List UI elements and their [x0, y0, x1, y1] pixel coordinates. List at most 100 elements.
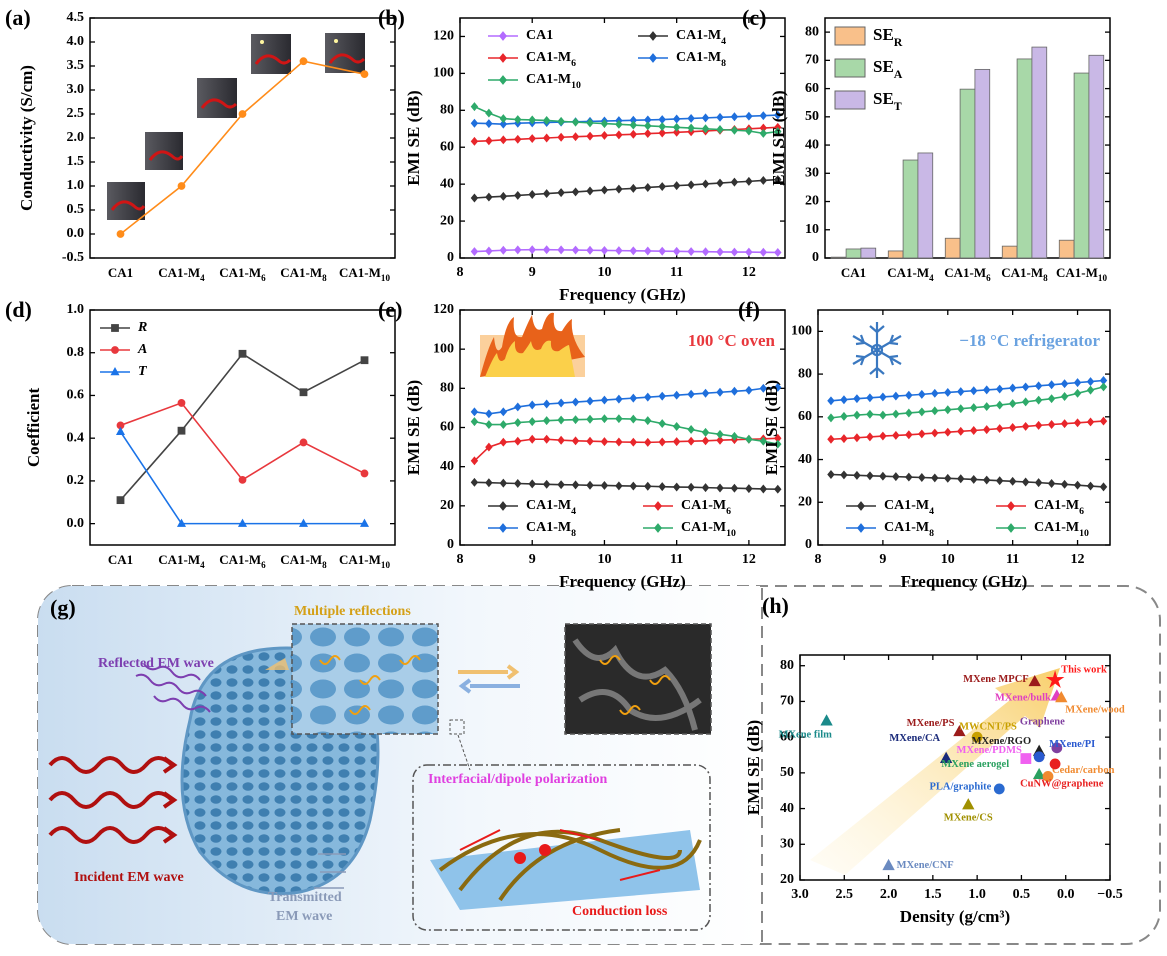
marker — [600, 119, 609, 129]
x-tick-label: 2.0 — [880, 887, 898, 902]
marker — [658, 246, 666, 256]
diagram — [48, 623, 712, 931]
marker — [360, 70, 369, 79]
bar — [1001, 245, 1018, 259]
marker — [485, 246, 493, 256]
point-label: MXene aerogel — [941, 759, 1009, 770]
marker — [827, 434, 835, 444]
legend-swatch — [834, 90, 866, 110]
legend-marker — [498, 75, 508, 85]
y-tick-label: 10 — [805, 222, 819, 237]
marker — [528, 134, 536, 144]
plot-frame — [817, 309, 1111, 546]
legend-marker — [653, 501, 663, 511]
x-tick-label: CA1 — [108, 265, 133, 280]
marker — [485, 108, 493, 118]
y-tick-label: 100 — [433, 66, 454, 81]
marker — [571, 397, 580, 407]
marker — [672, 437, 681, 447]
x-tick-label: 3.0 — [791, 887, 809, 902]
y-tick-label: 20 — [798, 494, 812, 509]
legend-marker — [648, 53, 658, 63]
x-tick-label: CA1-M4 — [158, 265, 205, 283]
marker — [514, 245, 522, 255]
y-tick-label: 70 — [780, 694, 794, 709]
marker — [866, 409, 874, 419]
marker — [687, 123, 695, 133]
marker — [557, 132, 565, 142]
panel-label: (c) — [742, 5, 766, 30]
marker — [993, 783, 1005, 795]
marker — [542, 245, 551, 255]
legend-label: R — [137, 320, 147, 335]
y-tick-label: 30 — [805, 166, 819, 181]
marker — [944, 387, 952, 397]
y-tick-label: 80 — [780, 658, 794, 673]
y-tick-label: 3.5 — [67, 58, 85, 73]
series-line — [830, 473, 1104, 488]
x-tick-label: 1.5 — [924, 887, 942, 902]
marker — [1032, 767, 1046, 780]
point-label: MXene/RGO — [972, 736, 1032, 747]
marker — [840, 395, 848, 405]
marker — [571, 436, 580, 446]
marker — [892, 409, 900, 419]
marker — [1073, 480, 1082, 490]
marker — [470, 477, 479, 487]
diagram-label: EM wave — [276, 909, 332, 924]
marker — [995, 400, 1004, 410]
marker — [542, 416, 551, 426]
marker — [586, 480, 594, 490]
marker — [299, 438, 308, 447]
marker — [957, 387, 965, 397]
x-axis-title: Frequency (GHz) — [559, 285, 686, 304]
legend-label: SEA — [873, 57, 903, 81]
legend-label: CA1-M10 — [526, 72, 581, 91]
marker — [970, 426, 978, 435]
marker — [499, 245, 508, 255]
marker — [827, 413, 835, 423]
marker — [299, 57, 308, 66]
marker — [298, 518, 309, 527]
point-label: MXene/CA — [889, 733, 940, 744]
marker — [485, 478, 493, 488]
x-tick-label: 9 — [529, 265, 536, 280]
point-label: MXene/PI — [1049, 739, 1095, 750]
x-tick-label: CA1-M8 — [280, 552, 327, 570]
y-tick-label: 0.4 — [67, 430, 85, 445]
marker — [1047, 420, 1056, 429]
marker — [931, 388, 939, 398]
marker — [730, 386, 739, 396]
marker — [528, 190, 536, 199]
marker — [840, 470, 848, 480]
marker — [687, 113, 695, 123]
marker — [360, 469, 369, 478]
point-label: MXene MPCF — [963, 674, 1029, 685]
y-tick-label: 1.0 — [67, 302, 85, 317]
marker — [644, 183, 652, 192]
marker — [853, 410, 861, 420]
marker — [1021, 382, 1030, 392]
marker — [687, 424, 695, 434]
legend-label: CA1-M8 — [526, 520, 576, 539]
marker — [499, 420, 508, 430]
x-tick-label: 12 — [742, 265, 756, 280]
legend-marker — [498, 501, 508, 511]
marker — [957, 404, 965, 414]
y-tick-label: 120 — [433, 302, 454, 317]
x-tick-label: CA1-M6 — [944, 265, 991, 283]
marker — [658, 482, 666, 492]
marker — [1086, 417, 1095, 427]
marker — [629, 183, 638, 193]
marker — [1086, 481, 1095, 491]
x-tick-label: CA1-M4 — [887, 265, 934, 283]
marker — [971, 731, 983, 743]
marker — [730, 483, 739, 493]
y-tick-label: -0.5 — [62, 250, 84, 265]
marker — [957, 474, 965, 484]
bar — [959, 88, 976, 259]
y-tick-label: 0.5 — [67, 202, 85, 217]
marker — [853, 433, 861, 443]
marker — [774, 484, 782, 494]
marker — [995, 476, 1004, 486]
